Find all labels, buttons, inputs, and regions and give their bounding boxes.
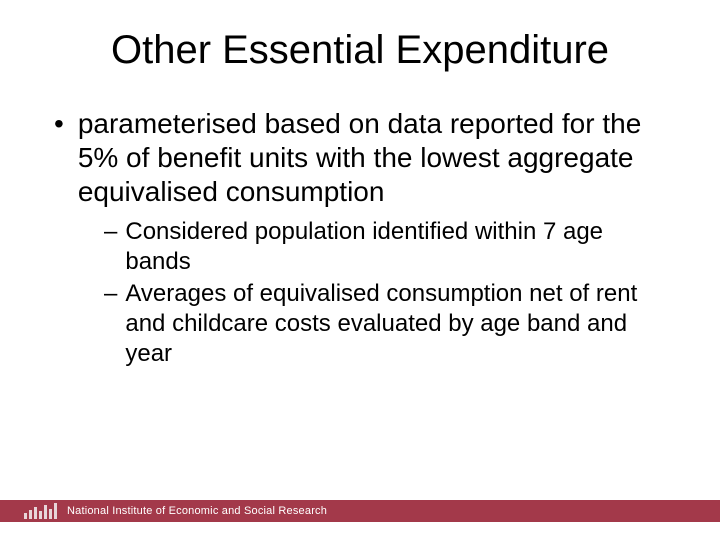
bullet-main-text: parameterised based on data reported for…	[78, 107, 670, 209]
sub-bullet-text: Averages of equivalised consumption net …	[125, 279, 670, 369]
slide-container: Other Essential Expenditure • parameteri…	[0, 0, 720, 540]
bullet-marker: •	[54, 107, 64, 141]
sub-bullet-list: – Considered population identified withi…	[50, 217, 670, 369]
footer-org-name: National Institute of Economic and Socia…	[67, 505, 327, 517]
footer: National Institute of Economic and Socia…	[0, 486, 720, 540]
sub-bullet: – Considered population identified withi…	[104, 217, 670, 277]
sub-bullet: – Averages of equivalised consumption ne…	[104, 279, 670, 369]
sub-bullet-marker: –	[104, 217, 117, 247]
slide-title: Other Essential Expenditure	[50, 28, 670, 73]
sub-bullet-text: Considered population identified within …	[125, 217, 670, 277]
bullet-main: • parameterised based on data reported f…	[50, 107, 670, 209]
sub-bullet-marker: –	[104, 279, 117, 309]
footer-logo-icon	[24, 503, 57, 519]
footer-bar: National Institute of Economic and Socia…	[0, 500, 720, 522]
